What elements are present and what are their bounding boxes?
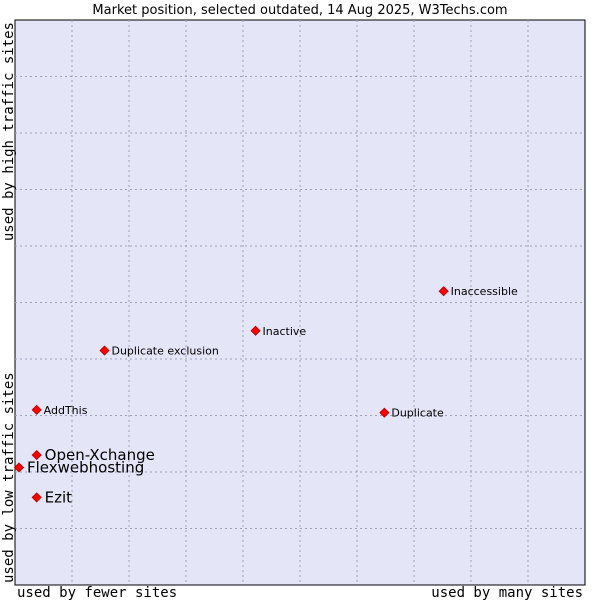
x-axis-label-high: used by many sites bbox=[431, 585, 583, 600]
data-point-marker[interactable] bbox=[438, 286, 449, 297]
data-point-label: Ezit bbox=[45, 488, 73, 506]
data-point-label: Duplicate bbox=[391, 407, 444, 420]
data-point-marker[interactable] bbox=[31, 492, 42, 503]
data-point-marker[interactable] bbox=[31, 449, 42, 461]
x-axis-label-low: used by fewer sites bbox=[17, 585, 177, 600]
data-points: Inaccessible Inactive Duplicate exclusion A… bbox=[13, 285, 518, 506]
chart-title: Market position, selected outdated, 14 A… bbox=[92, 3, 507, 18]
data-point-label: Duplicate exclusion bbox=[111, 345, 218, 358]
data-point-marker[interactable] bbox=[31, 404, 42, 415]
y-axis-label-low: used by low traffic sites bbox=[1, 372, 17, 583]
data-point-marker[interactable] bbox=[379, 407, 390, 418]
data-point-label: Inaccessible bbox=[451, 285, 518, 298]
data-point-label: Inactive bbox=[263, 325, 307, 338]
grid-lines bbox=[15, 20, 585, 585]
data-point-label: Open-Xchange bbox=[45, 446, 155, 464]
data-point-marker[interactable] bbox=[250, 325, 261, 336]
data-point-label: Flexwebhosting bbox=[27, 458, 144, 476]
data-point-marker[interactable] bbox=[99, 345, 110, 356]
data-point-marker[interactable] bbox=[13, 462, 25, 473]
y-axis-label-high: used by high traffic sites bbox=[1, 22, 17, 241]
data-point-label: AddThis bbox=[44, 404, 88, 417]
